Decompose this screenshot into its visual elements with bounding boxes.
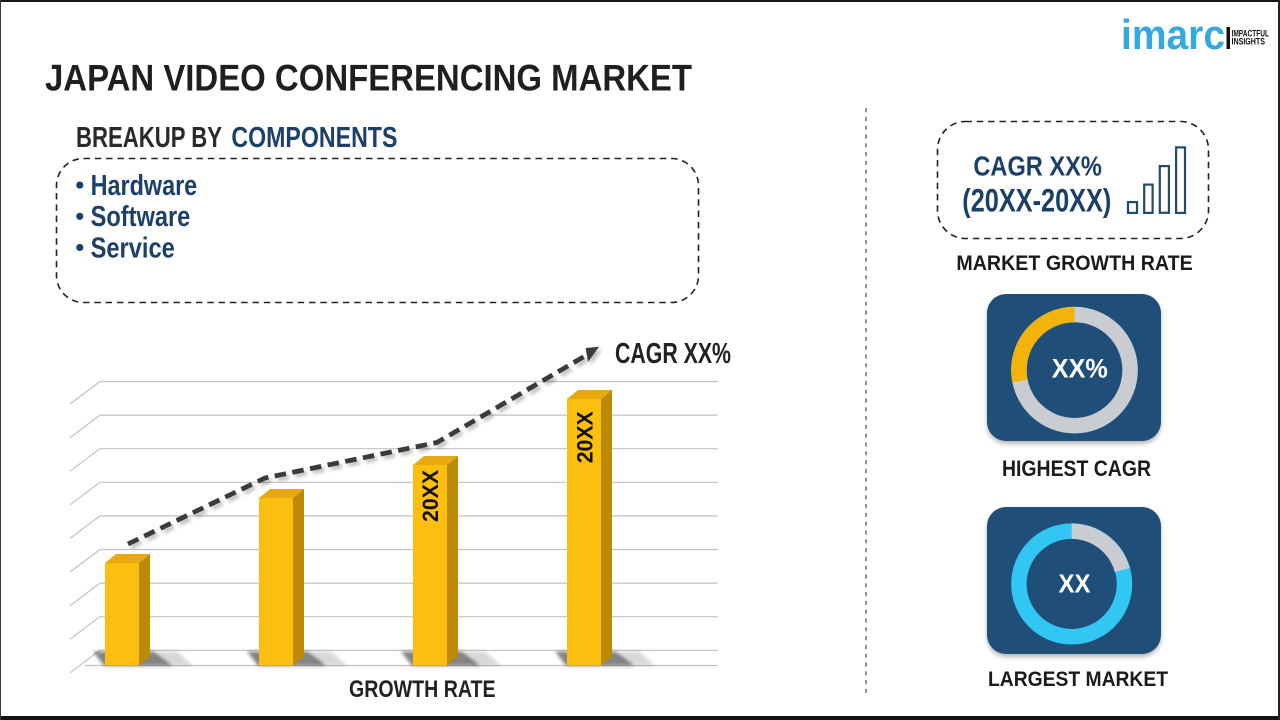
svg-text:COMPONENTS: COMPONENTS xyxy=(231,122,397,154)
svg-text:imarc: imarc xyxy=(1121,11,1225,58)
svg-text:20XX: 20XX xyxy=(418,470,443,522)
svg-text:IMPACTFUL: IMPACTFUL xyxy=(1232,28,1270,38)
svg-text:XX: XX xyxy=(1059,571,1091,599)
svg-text:GROWTH RATE: GROWTH RATE xyxy=(349,676,496,703)
svg-text:BREAKUP BY: BREAKUP BY xyxy=(76,122,222,154)
svg-text:CAGR XX%: CAGR XX% xyxy=(615,338,731,370)
svg-text:HIGHEST CAGR: HIGHEST CAGR xyxy=(1002,456,1151,481)
svg-text:Service: Service xyxy=(91,232,175,264)
svg-text:CAGR XX%: CAGR XX% xyxy=(973,150,1101,181)
svg-text:MARKET GROWTH RATE: MARKET GROWTH RATE xyxy=(956,252,1192,275)
svg-text:XX%: XX% xyxy=(1052,352,1108,383)
svg-text:Hardware: Hardware xyxy=(91,170,198,202)
svg-text:20XX: 20XX xyxy=(573,411,598,463)
svg-text:LARGEST MARKET: LARGEST MARKET xyxy=(988,667,1168,691)
svg-text:INSIGHTS: INSIGHTS xyxy=(1232,37,1266,47)
svg-text:(20XX-20XX): (20XX-20XX) xyxy=(962,183,1111,219)
svg-text:JAPAN VIDEO CONFERENCING MARKE: JAPAN VIDEO CONFERENCING MARKET xyxy=(45,58,692,99)
svg-text:Software: Software xyxy=(91,201,191,233)
